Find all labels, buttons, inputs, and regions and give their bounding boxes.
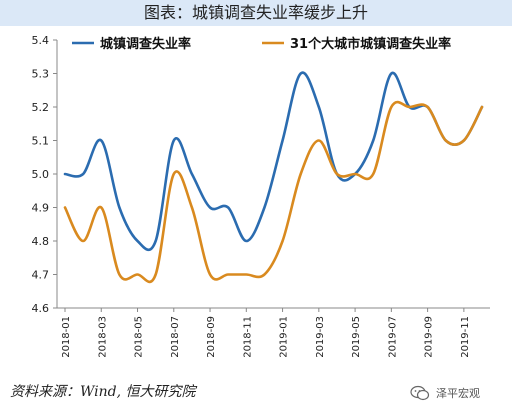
- x-tick-label: 2018-09: [206, 316, 217, 358]
- x-tick-label: 2018-01: [61, 316, 72, 358]
- x-tick-label: 2018-11: [242, 316, 253, 358]
- y-tick-label: 5.2: [32, 101, 50, 114]
- y-tick-label: 5.1: [32, 135, 50, 148]
- x-tick-label: 2019-03: [315, 316, 326, 358]
- watermark: 泽平宏观: [410, 385, 480, 401]
- y-tick-label: 5.0: [32, 168, 50, 181]
- y-tick-label: 5.3: [32, 68, 50, 81]
- chart-legend: 城镇调查失业率 31个大城市城镇调查失业率: [72, 36, 451, 52]
- x-tick-label: 2019-11: [460, 316, 471, 358]
- wechat-icon: [410, 385, 430, 401]
- y-tick-label: 5.4: [32, 34, 50, 47]
- x-tick-label: 2019-05: [351, 316, 362, 358]
- chart-axes: 4.6 4.7 4.8 4.9 5.0 5.1 5.2 5.3 5.4 2018-01 2018-0…: [32, 34, 490, 358]
- source-note: 资料来源：Wind, 恒大研究院: [10, 384, 196, 400]
- y-tick-label: 4.6: [32, 302, 50, 315]
- line-chart: 4.6 4.7 4.8 4.9 5.0 5.1 5.2 5.3 5.4 2018-01 2018-0…: [32, 34, 490, 358]
- x-tick-label: 2018-03: [97, 316, 108, 358]
- legend-label-2: 31个大城市城镇调查失业率: [290, 36, 451, 52]
- y-tick-label: 4.9: [32, 202, 50, 215]
- legend-label-1: 城镇调查失业率: [100, 36, 191, 52]
- series-line-2: [63, 100, 484, 284]
- x-tick-label: 2019-09: [424, 316, 435, 358]
- x-tick-label: 2018-07: [170, 316, 181, 358]
- x-tick-label: 2019-07: [387, 316, 398, 358]
- y-tick-label: 4.7: [32, 269, 50, 282]
- series-line-1: [63, 71, 484, 252]
- x-tick-label: 2018-05: [134, 316, 145, 358]
- y-tick-label: 4.8: [32, 235, 50, 248]
- watermark-text: 泽平宏观: [436, 387, 480, 400]
- chart-title: 图表：城镇调查失业率缓步上升: [0, 0, 512, 26]
- x-tick-label: 2019-01: [279, 316, 290, 358]
- series-layer: [63, 71, 484, 284]
